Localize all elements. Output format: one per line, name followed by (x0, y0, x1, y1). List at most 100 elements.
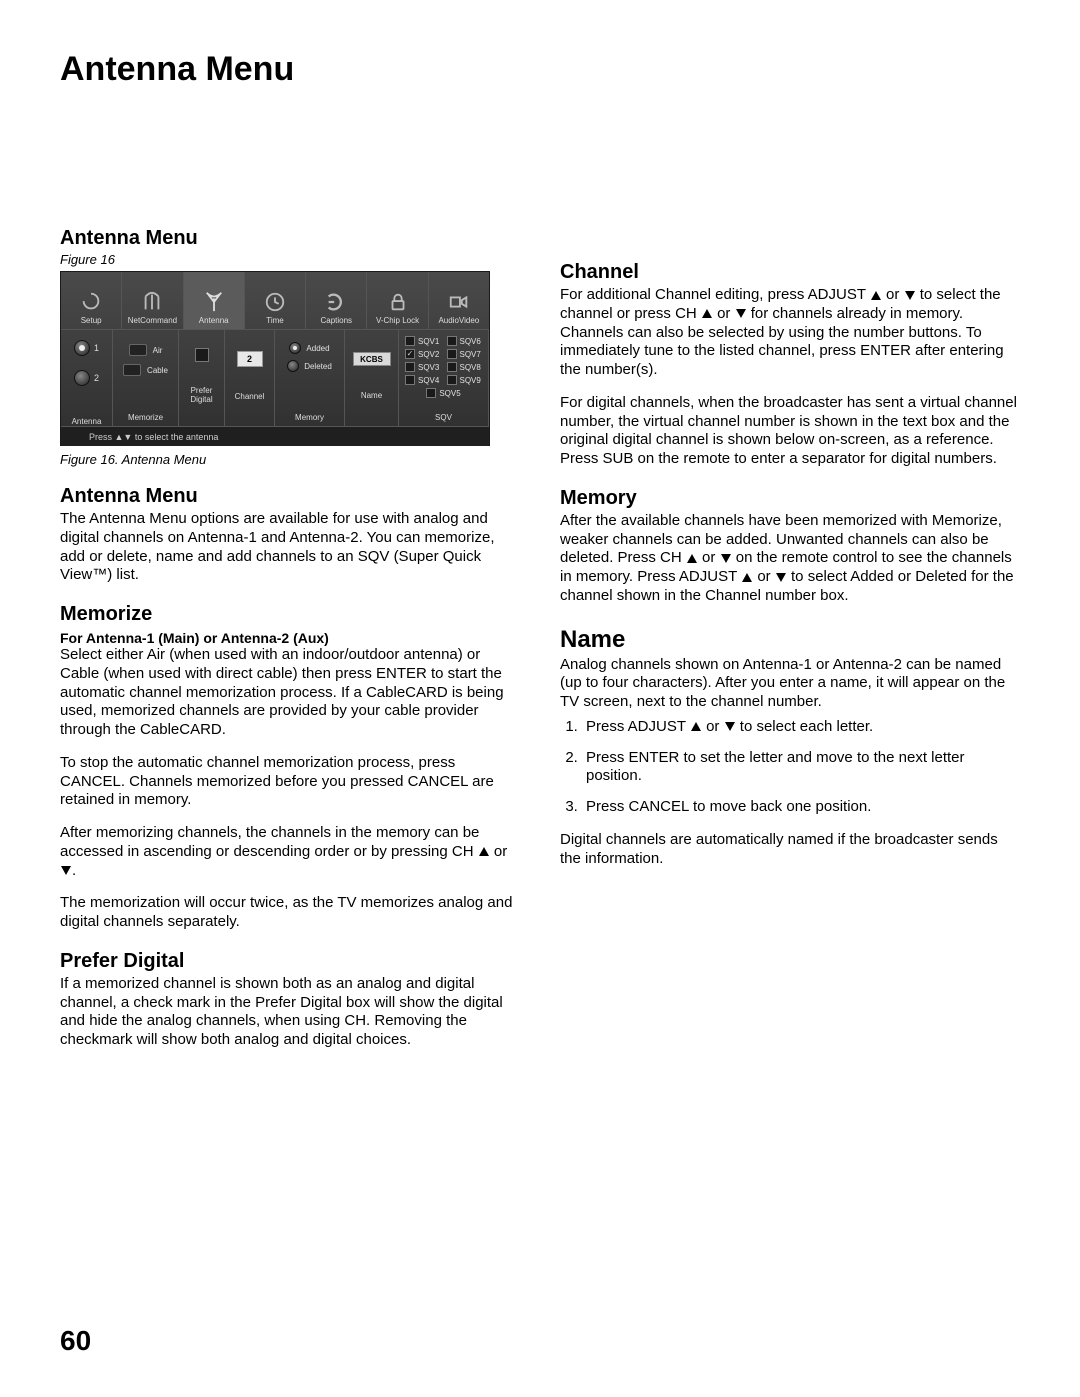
text-fragment: or (713, 305, 735, 322)
osd-col-label: PreferDigital (190, 387, 212, 404)
text-fragment: or (882, 286, 904, 303)
para-name: Analog channels shown on Antenna-1 or An… (560, 656, 1020, 712)
osd-sqv-label: SQV6 (460, 337, 481, 346)
checkbox-icon (447, 349, 457, 359)
osd-sqv-item[interactable]: SQV5 (405, 388, 482, 398)
osd-sqv-item[interactable]: SQV4 (405, 375, 441, 385)
text-fragment: or (702, 718, 724, 735)
antenna-icon (203, 291, 225, 313)
checkbox-icon (447, 336, 457, 346)
osd-ant-num: 1 (94, 343, 99, 353)
para-memory: After the available channels have been m… (560, 512, 1020, 606)
osd-tab-audiovideo[interactable]: AudioVideo (429, 272, 489, 329)
subheading-memorize-antennas: For Antenna-1 (Main) or Antenna-2 (Aux) (60, 630, 520, 646)
list-item: Press CANCEL to move back one position. (582, 798, 1020, 817)
osd-col-prefer-digital: PreferDigital (179, 330, 225, 426)
figure-caption: Figure 16. Antenna Menu (60, 452, 520, 467)
osd-sqv-label: SQV7 (460, 350, 481, 359)
osd-sqv-item[interactable]: SQV7 (447, 349, 483, 359)
page-title: Antenna Menu (60, 50, 1020, 89)
triangle-up-icon (479, 847, 489, 856)
osd-antenna-2[interactable]: 2 (74, 370, 99, 386)
swirl-icon (80, 291, 102, 313)
osd-tab-captions[interactable]: Captions (306, 272, 367, 329)
osd-antenna-1[interactable]: 1 (74, 340, 99, 356)
text-fragment: or (490, 843, 508, 860)
heading-name: Name (560, 626, 1020, 654)
osd-tab-setup[interactable]: Setup (61, 272, 122, 329)
triangle-up-icon (687, 554, 697, 563)
osd-col-label: Memorize (128, 413, 163, 422)
lock-icon (387, 291, 409, 313)
osd-name-value[interactable]: KCBS (353, 352, 391, 366)
osd-sqv-item[interactable]: SQV3 (405, 362, 441, 372)
para-antenna-menu: The Antenna Menu options are available f… (60, 510, 520, 585)
name-steps-list: Press ADJUST or to select each letter. P… (560, 718, 1020, 817)
para-memorize-1: Select either Air (when used with an ind… (60, 646, 520, 740)
triangle-up-icon (742, 573, 752, 582)
osd-channel-value[interactable]: 2 (237, 351, 263, 367)
osd-memory-deleted[interactable]: Deleted (287, 360, 332, 372)
osd-memorize-cable[interactable]: Cable (123, 364, 168, 376)
text-fragment: to select each letter. (736, 718, 874, 735)
osd-col-memorize: Air Cable Memorize (113, 330, 179, 426)
osd-sqv-label: SQV8 (460, 363, 481, 372)
triangle-down-icon (721, 554, 731, 563)
osd-cable-label: Cable (147, 366, 168, 375)
osd-ant-num: 2 (94, 373, 99, 383)
osd-tab-label: Captions (320, 316, 352, 325)
osd-deleted-label: Deleted (304, 362, 332, 371)
right-column: Channel For additional Channel editing, … (560, 209, 1020, 1064)
osd-sqv-item[interactable]: SQV9 (447, 375, 483, 385)
osd-sqv-label: SQV4 (418, 376, 439, 385)
para-memorize-4: The memorization will occur twice, as th… (60, 894, 520, 932)
heading-antenna-menu-2: Antenna Menu (60, 485, 520, 508)
osd-col-label: Name (361, 391, 382, 400)
para-memorize-3: After memorizing channels, the channels … (60, 824, 520, 880)
osd-col-label: Memory (295, 413, 324, 422)
osd-tab-label: V-Chip Lock (376, 316, 419, 325)
text-fragment: After memorizing channels, the channels … (60, 824, 479, 860)
text-fragment: . (72, 862, 76, 879)
heading-channel: Channel (560, 261, 1020, 284)
checkbox-icon (405, 362, 415, 372)
osd-sqv-item[interactable]: SQV8 (447, 362, 483, 372)
osd-col-label: Channel (235, 392, 265, 401)
triangle-down-icon (905, 291, 915, 300)
triangle-down-icon (736, 309, 746, 318)
antenna-menu-figure: Setup NetCommand Antenna Time (60, 271, 490, 446)
osd-tab-vchip[interactable]: V-Chip Lock (367, 272, 428, 329)
list-item: Press ADJUST or to select each letter. (582, 718, 1020, 737)
osd-tab-label: NetCommand (128, 316, 177, 325)
osd-memorize-air[interactable]: Air (129, 344, 163, 356)
para-channel-1: For additional Channel editing, press AD… (560, 286, 1020, 380)
osd-sqv-item[interactable]: ✓SQV2 (405, 349, 441, 359)
heading-memorize: Memorize (60, 603, 520, 626)
osd-tab-netcommand[interactable]: NetCommand (122, 272, 183, 329)
figure-ref: Figure 16 (60, 252, 520, 267)
list-item: Press ENTER to set the letter and move t… (582, 749, 1020, 787)
osd-added-label: Added (306, 344, 329, 353)
text-fragment: Press ADJUST (586, 718, 690, 735)
clock-icon (264, 291, 286, 313)
osd-tab-label: AudioVideo (438, 316, 479, 325)
para-prefer-digital: If a memorized channel is shown both as … (60, 975, 520, 1050)
osd-tab-antenna[interactable]: Antenna (184, 272, 245, 329)
osd-col-label: Antenna (72, 417, 102, 426)
checkbox-icon (447, 362, 457, 372)
netcommand-icon (141, 291, 163, 313)
osd-sqv-item[interactable]: SQV1 (405, 336, 441, 346)
heading-memory: Memory (560, 487, 1020, 510)
osd-tab-label: Time (266, 316, 283, 325)
osd-memory-added[interactable]: Added (289, 342, 329, 354)
osd-sqv-label: SQV5 (439, 389, 460, 398)
osd-sqv-label: SQV3 (418, 363, 439, 372)
triangle-down-icon (725, 722, 735, 731)
heading-antenna-menu-1: Antenna Menu (60, 227, 520, 250)
para-channel-2: For digital channels, when the broadcast… (560, 394, 1020, 469)
osd-col-sqv: SQV1SQV6✓SQV2SQV7SQV3SQV8SQV4SQV9SQV5 SQ… (399, 330, 489, 426)
osd-tab-time[interactable]: Time (245, 272, 306, 329)
osd-prefer-digital-checkbox[interactable] (195, 348, 209, 362)
triangle-up-icon (691, 722, 701, 731)
osd-sqv-item[interactable]: SQV6 (447, 336, 483, 346)
